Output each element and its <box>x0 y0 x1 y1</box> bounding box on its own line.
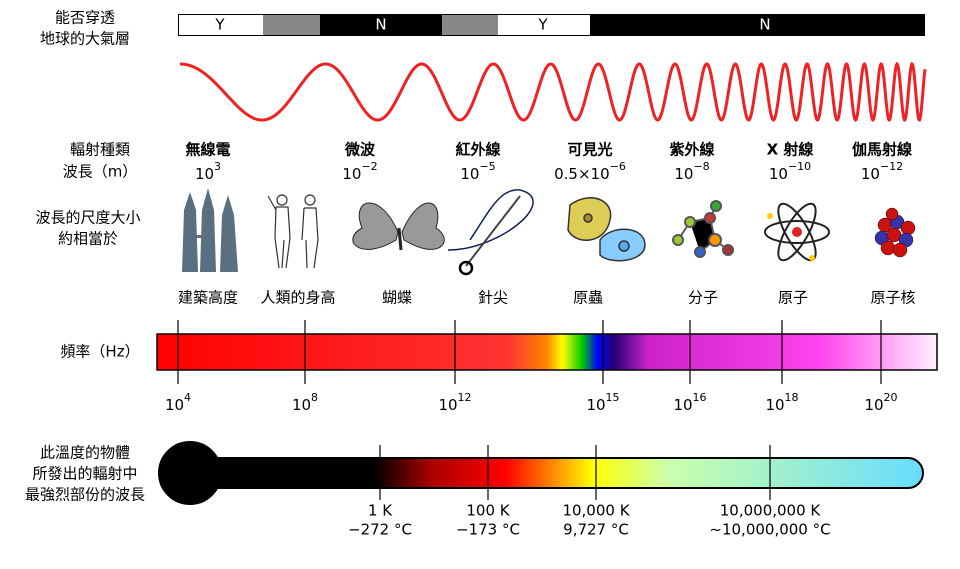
wavelength-base: 10 <box>460 165 479 183</box>
wavelength: 10−5 <box>460 160 495 183</box>
kelvin-label: 1 K <box>368 502 393 520</box>
segment-yes <box>179 15 263 35</box>
frequency-label-exponent: 8 <box>311 391 318 404</box>
frequency-label: 108 <box>292 391 318 414</box>
segment-yes <box>498 15 590 35</box>
row-label: 地球的大氣層 <box>40 30 130 48</box>
row-label: 波長的尺度大小 <box>35 209 140 227</box>
butterfly-icon <box>352 202 445 251</box>
wavelength-exponent: −10 <box>788 160 811 173</box>
penetration-label: Y <box>537 16 548 34</box>
celsius-label: ~10,000,000 °C <box>709 521 830 539</box>
wavelength-exponent: −5 <box>479 160 495 173</box>
radiation-type: 伽馬射線 <box>852 141 912 159</box>
radiation-type: 無線電 <box>185 141 230 159</box>
kelvin-label: 10,000,000 K <box>720 502 822 520</box>
wavelength: 10−12 <box>861 160 903 183</box>
wavelength-base: 10 <box>769 165 788 183</box>
scale-object: 原蟲 <box>573 289 603 307</box>
penetration-label: N <box>375 16 386 34</box>
frequency-label: 1020 <box>864 391 897 414</box>
wavelength: 0.5×10−6 <box>554 160 626 183</box>
row-label: 約相當於 <box>58 230 118 248</box>
frequency-label-base: 10 <box>765 396 784 414</box>
scale-object: 針尖 <box>478 289 508 307</box>
frequency-label-exponent: 16 <box>693 391 707 404</box>
penetration-label: N <box>759 16 770 34</box>
thermometer-tube <box>189 457 924 489</box>
wavelength-base: 10 <box>342 165 361 183</box>
wavelength-base: 10 <box>195 165 214 183</box>
scale-object: 人類的身高 <box>260 289 335 307</box>
radiation-type: 微波 <box>344 141 376 159</box>
row-label: 此溫度的物體 <box>40 444 130 462</box>
protozoa-icon <box>567 197 646 262</box>
frequency-label: 1012 <box>438 391 471 414</box>
frequency-label-exponent: 20 <box>884 391 898 404</box>
atom-icon <box>764 202 830 262</box>
segment-partial <box>263 15 320 35</box>
frequency-label: 104 <box>165 391 191 414</box>
row-label: 輻射種類 <box>70 141 130 159</box>
penetration-label: Y <box>214 16 225 34</box>
kelvin-label: 100 K <box>466 502 510 520</box>
frequency-label-exponent: 18 <box>785 391 799 404</box>
frequency-label-base: 10 <box>673 396 692 414</box>
scale-object: 原子核 <box>870 289 915 307</box>
celsius-label: −272 °C <box>348 521 412 539</box>
wavelength: 10−10 <box>769 160 811 183</box>
frequency-label-base: 10 <box>864 396 883 414</box>
frequency-label-exponent: 4 <box>184 391 191 404</box>
wavelength-exponent: −2 <box>361 160 377 173</box>
scale-object: 原子 <box>778 289 808 307</box>
radiation-type: 紅外線 <box>455 141 500 159</box>
row-label: 能否穿透 <box>55 9 115 27</box>
frequency-label: 1015 <box>586 391 619 414</box>
frequency-bar <box>156 333 938 371</box>
needle-icon <box>447 189 534 276</box>
frequency-label-base: 10 <box>586 396 605 414</box>
wavelength-exponent: −6 <box>610 160 626 173</box>
wavelength-base: 10 <box>861 165 880 183</box>
row-label: 波長（m） <box>63 163 138 181</box>
molecule-icon <box>672 200 734 258</box>
scale-object: 分子 <box>688 289 718 307</box>
wavelength: 10−8 <box>674 160 709 183</box>
penetration-bar <box>178 14 925 36</box>
wavelength-base: 0.5×10 <box>554 165 610 183</box>
wavelength: 103 <box>195 160 221 183</box>
frequency-label-exponent: 12 <box>458 391 472 404</box>
humans-icon <box>267 194 319 269</box>
wavelength-exponent: −8 <box>693 160 709 173</box>
radiation-type: 可見光 <box>567 141 612 159</box>
row-label: 所發出的輻射中 <box>32 465 137 483</box>
buildings-icon <box>182 188 238 272</box>
row-label: 頻率（Hz） <box>60 343 139 361</box>
wavelength-base: 10 <box>674 165 693 183</box>
wavelength-exponent: −12 <box>880 160 903 173</box>
frequency-label-base: 10 <box>292 396 311 414</box>
radiation-type: 紫外線 <box>669 141 714 159</box>
frequency-label: 1016 <box>673 391 706 414</box>
wavelength-exponent: 3 <box>214 160 221 173</box>
scale-object: 蝴蝶 <box>382 289 412 307</box>
nucleus-icon <box>874 207 916 258</box>
celsius-label: −173 °C <box>456 521 520 539</box>
scale-object: 建築高度 <box>178 289 238 307</box>
frequency-label-base: 10 <box>165 396 184 414</box>
wave <box>180 61 927 123</box>
thermometer-neck <box>185 459 215 487</box>
wavelength: 10−2 <box>342 160 377 183</box>
frequency-label-base: 10 <box>438 396 457 414</box>
segment-partial <box>442 15 498 35</box>
celsius-label: 9,727 °C <box>563 521 629 539</box>
row-label: 最強烈部份的波長 <box>25 486 145 504</box>
frequency-label-exponent: 15 <box>606 391 620 404</box>
frequency-label: 1018 <box>765 391 798 414</box>
kelvin-label: 10,000 K <box>562 502 630 520</box>
radiation-type: X 射線 <box>767 141 814 159</box>
